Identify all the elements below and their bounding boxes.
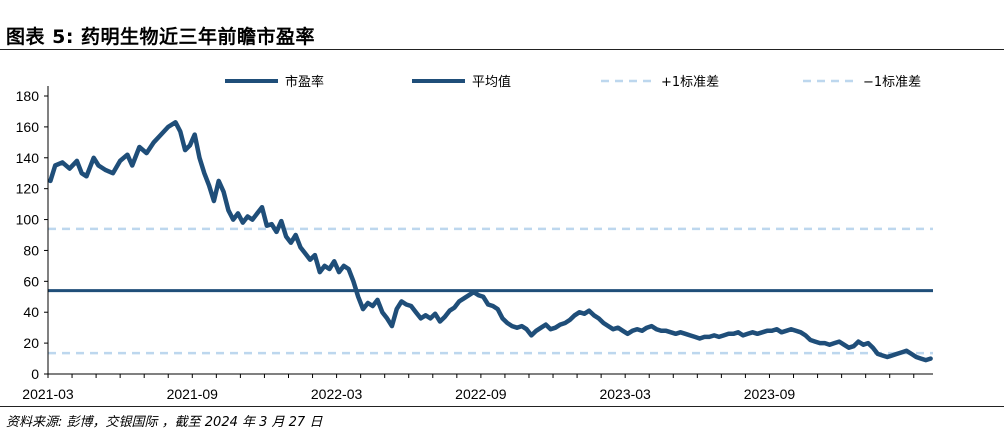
footer-divider xyxy=(0,406,1004,407)
y-tick-label: 120 xyxy=(16,181,40,197)
legend-label: 平均值 xyxy=(472,74,511,90)
y-tick-label: 80 xyxy=(23,242,39,258)
reference-lines xyxy=(48,227,933,355)
pe-ratio-line xyxy=(48,120,933,363)
x-tick-label: 2022-09 xyxy=(455,386,507,402)
y-tick-label: 140 xyxy=(16,150,40,166)
y-tick-label: 60 xyxy=(23,273,39,289)
x-tick-label: 2021-03 xyxy=(22,386,74,402)
x-tick-label: 2023-03 xyxy=(599,386,651,402)
pe-series-group xyxy=(48,120,933,363)
source-note: 资料来源: 彭博，交银国际 ，截至 2024 年 3 月 27 日 xyxy=(6,415,323,430)
legend-label: −1标准差 xyxy=(863,75,921,90)
x-tick-label: 2022-03 xyxy=(311,386,363,402)
y-tick-label: 0 xyxy=(31,366,39,382)
x-tick-label: 2023-09 xyxy=(744,386,796,402)
title-divider xyxy=(0,49,1004,50)
legend-label: 市盈率 xyxy=(285,74,324,90)
chart-title: 图表 5: 药明生物近三年前瞻市盈率 xyxy=(6,26,316,48)
legend: 市盈率 平均值 +1标准差 −1标准差 xyxy=(225,74,921,90)
pe-chart: 市盈率 平均值 +1标准差 −1标准差 0 20 40 60 80 100 120 140 160 18… xyxy=(16,74,933,402)
y-tick-label: 100 xyxy=(16,212,40,228)
x-tick-label: 2021-09 xyxy=(167,386,219,402)
y-tick-label: 20 xyxy=(23,335,39,351)
axes: 0 20 40 60 80 100 120 140 160 180 2021-03 2021-09 20… xyxy=(16,86,933,402)
y-tick-label: 40 xyxy=(23,304,39,320)
y-tick-label: 160 xyxy=(16,119,40,135)
y-tick-label: 180 xyxy=(16,88,40,104)
legend-label: +1标准差 xyxy=(661,75,719,90)
